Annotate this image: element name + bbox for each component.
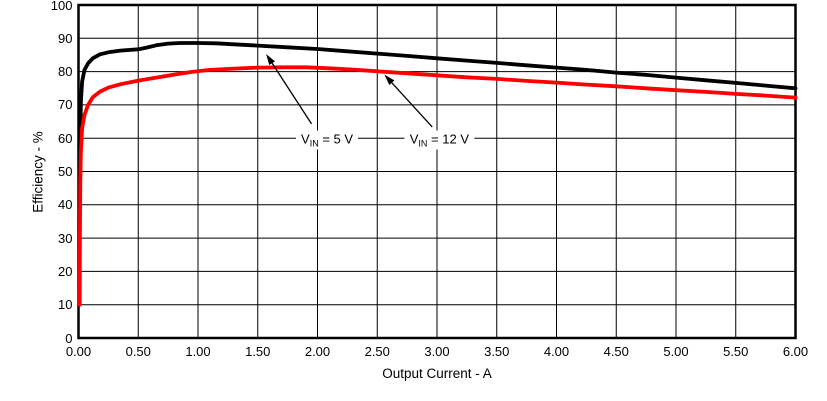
x-tick-label: 3.50: [484, 344, 510, 359]
x-tick-label: 0.00: [65, 344, 92, 359]
plot-border: [77, 3, 797, 340]
annotation-vin-subscript: IN: [309, 138, 319, 149]
x-tick-label: 2.50: [364, 344, 390, 359]
x-tick-label: 1.00: [185, 344, 211, 359]
annotation-arrow-line-0: [269, 60, 313, 125]
annotation-value-text: = 12 V: [427, 131, 469, 147]
y-tick-label: 50: [58, 164, 73, 179]
x-tick-label: 0.50: [125, 344, 151, 359]
x-tick-label: 1.50: [245, 344, 271, 359]
y-tick-label: 0: [65, 330, 73, 346]
x-tick-label: 5.00: [663, 344, 689, 359]
annotation-vin-symbol: V: [409, 131, 419, 147]
y-tick-label: 80: [58, 64, 73, 80]
series-curve-vin-5v: [78, 41, 798, 147]
x-axis-title: Output Current - A: [382, 366, 492, 381]
annotation-value-text: = 5 V: [318, 131, 354, 147]
annotation-label-vin-5v: VIN = 5 V: [296, 130, 359, 150]
annotation-vin-symbol: V: [301, 131, 310, 147]
y-tick-label: 90: [58, 30, 73, 46]
annotation-label-vin-12v: VIN = 12 V: [404, 130, 474, 150]
y-tick-label: 70: [58, 97, 73, 113]
y-tick-label: 100: [50, 0, 73, 13]
y-tick-label: 30: [58, 230, 73, 246]
x-tick-label: 2.00: [304, 344, 331, 359]
y-axis-title: Efficiency - %: [30, 130, 46, 213]
x-tick-label: 4.50: [603, 344, 629, 359]
y-tick-label: 10: [58, 297, 73, 313]
y-tick-label: 40: [58, 197, 73, 213]
x-tick-label: 3.00: [424, 344, 450, 359]
annotation-arrowhead-1: [384, 74, 395, 86]
x-tick-label: 5.50: [723, 344, 749, 359]
y-tick-label: 20: [58, 263, 73, 279]
y-tick-label: 60: [58, 130, 73, 146]
series-curve-vin-12v: [77, 65, 798, 307]
annotation-vin-subscript: IN: [418, 138, 428, 149]
annotation-arrowhead-0: [266, 53, 275, 66]
annotation-arrow-line-1: [389, 80, 433, 128]
x-tick-label: 4.00: [543, 344, 570, 359]
x-tick-label: 6.00: [782, 344, 809, 359]
